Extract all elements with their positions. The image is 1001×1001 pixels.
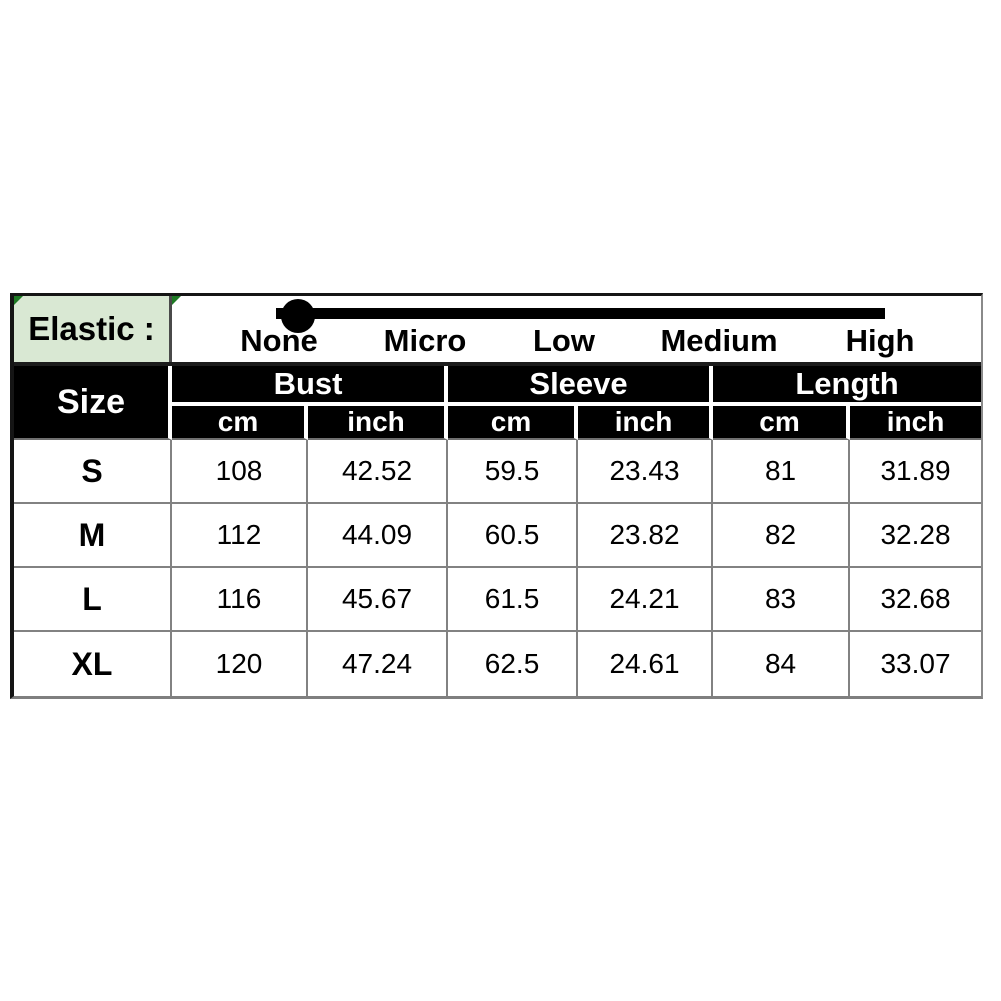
value-cell: 62.5 xyxy=(448,632,579,696)
value-cell: 33.07 xyxy=(850,632,981,696)
slider-thumb-icon xyxy=(281,299,315,333)
value-cell: 59.5 xyxy=(448,440,579,504)
elastic-label: Elastic : xyxy=(28,310,155,347)
elastic-level-micro: Micro xyxy=(383,323,467,358)
value-cell: 44.09 xyxy=(308,504,449,568)
header-sleeve: Sleeve xyxy=(448,366,714,406)
value-cell: 31.89 xyxy=(850,440,981,504)
value-cell: 42.52 xyxy=(308,440,449,504)
value-cell: 32.68 xyxy=(850,568,981,632)
size-label: S xyxy=(14,440,172,504)
value-cell: 120 xyxy=(172,632,308,696)
header-length: Length xyxy=(713,366,981,406)
value-cell: 81 xyxy=(713,440,851,504)
value-cell: 112 xyxy=(172,504,308,568)
value-cell: 32.28 xyxy=(850,504,981,568)
size-label: XL xyxy=(14,632,172,696)
value-cell: 60.5 xyxy=(448,504,579,568)
size-label: M xyxy=(14,504,172,568)
value-cell: 24.21 xyxy=(578,568,714,632)
value-cell: 23.43 xyxy=(578,440,714,504)
elastic-level-high: High xyxy=(845,323,915,358)
unit-header-length-cm: cm xyxy=(713,406,851,440)
table-row-s: S 108 42.52 59.5 23.43 81 31.89 xyxy=(14,440,981,504)
value-cell: 47.24 xyxy=(308,632,449,696)
value-cell: 82 xyxy=(713,504,851,568)
measurements-table: Size Bust Sleeve Length cm inch cm inch … xyxy=(14,366,981,696)
value-cell: 84 xyxy=(713,632,851,696)
unit-header-length-inch: inch xyxy=(850,406,981,440)
cell-corner-marker-icon xyxy=(172,296,181,305)
elastic-slider-cell: None Micro Low Medium High xyxy=(172,296,981,362)
elastic-level-low: Low xyxy=(533,323,595,358)
value-cell: 23.82 xyxy=(578,504,714,568)
size-chart-table: Elastic : None Micro Low Medium High S xyxy=(10,293,983,699)
elastic-level-none: None xyxy=(240,323,318,358)
cell-corner-marker-icon xyxy=(14,296,23,305)
value-cell: 45.67 xyxy=(308,568,449,632)
value-cell: 108 xyxy=(172,440,308,504)
unit-header-sleeve-inch: inch xyxy=(578,406,714,440)
header-bust: Bust xyxy=(172,366,449,406)
unit-header-sleeve-cm: cm xyxy=(448,406,579,440)
unit-header-bust-inch: inch xyxy=(308,406,449,440)
elastic-row: Elastic : None Micro Low Medium High xyxy=(14,296,981,366)
value-cell: 116 xyxy=(172,568,308,632)
unit-header-bust-cm: cm xyxy=(172,406,308,440)
value-cell: 24.61 xyxy=(578,632,714,696)
slider-track xyxy=(276,308,885,319)
elastic-level-medium: Medium xyxy=(660,323,778,358)
value-cell: 83 xyxy=(713,568,851,632)
table-row-xl: XL 120 47.24 62.5 24.61 84 33.07 xyxy=(14,632,981,696)
value-cell: 61.5 xyxy=(448,568,579,632)
header-size: Size xyxy=(14,366,172,440)
size-label: L xyxy=(14,568,172,632)
elastic-label-cell: Elastic : xyxy=(14,296,172,362)
table-row-l: L 116 45.67 61.5 24.21 83 32.68 xyxy=(14,568,981,632)
table-row-m: M 112 44.09 60.5 23.82 82 32.28 xyxy=(14,504,981,568)
